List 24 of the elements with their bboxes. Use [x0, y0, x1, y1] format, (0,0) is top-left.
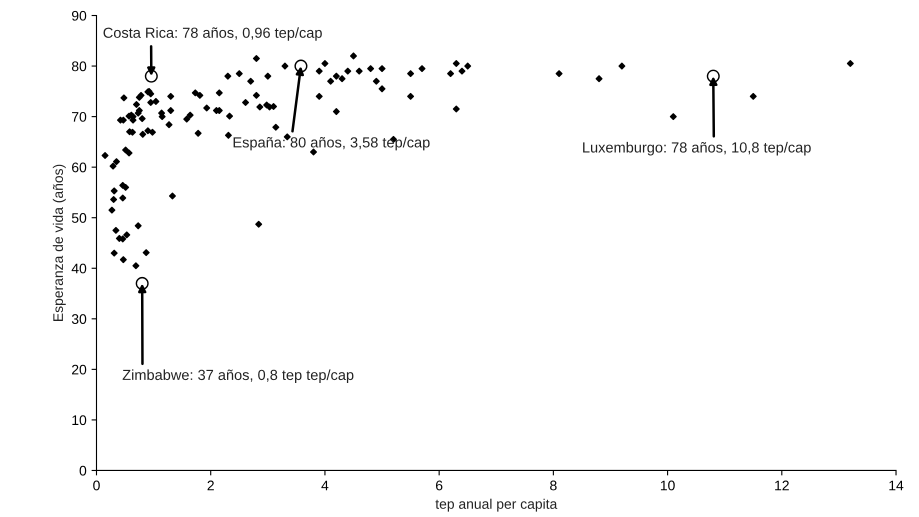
x-tick-label: 2	[208, 480, 214, 490]
y-tick-label: 10	[72, 415, 86, 426]
annotation: Luxemburgo: 78 años, 10,8 tep/cap	[583, 142, 811, 156]
y-tick-label: 40	[72, 264, 86, 274]
y-tick-label: 20	[72, 364, 86, 375]
y-tick-label: 90	[72, 10, 86, 21]
y-tick-label: 0	[80, 466, 86, 476]
y-tick-label: 80	[72, 61, 86, 72]
y-tick-label: 60	[72, 162, 86, 172]
annotation: España: 80 años, 3,58 tep/cap	[234, 136, 430, 150]
annotation: Zimbabwe: 37 años, 0,8 tep tep/cap	[122, 369, 354, 383]
annotation: Costa Rica: 78 años, 0,96 tep/cap	[104, 27, 322, 41]
y-tick-label: 70	[72, 112, 86, 122]
x-tick-label: 10	[660, 480, 675, 490]
x-tick-label: 0	[93, 480, 100, 490]
x-tick-label: 14	[889, 480, 904, 490]
x-tick-label: 8	[550, 480, 557, 490]
x-axis-title: tep anual per capita	[435, 498, 558, 512]
y-tick-label: 50	[72, 213, 86, 223]
y-tick-label: 30	[72, 314, 86, 324]
y-axis-title: Esperanza de vida (años)	[52, 164, 66, 321]
x-tick-label: 6	[436, 480, 442, 490]
x-tick-label: 12	[775, 480, 789, 490]
x-tick-label: 4	[321, 480, 328, 490]
